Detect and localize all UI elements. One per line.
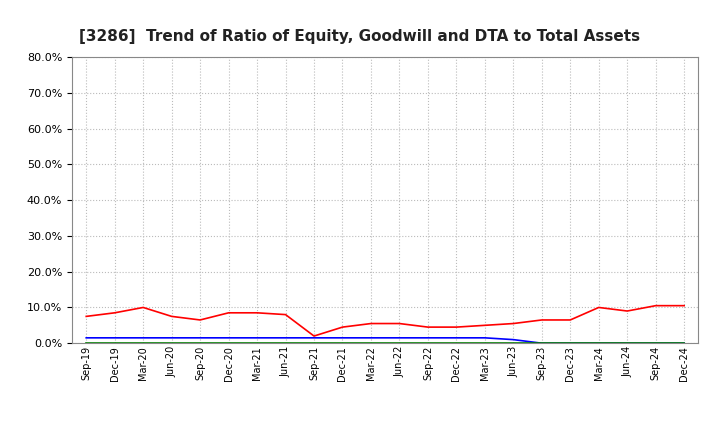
Equity <box>566 317 575 323</box>
Equity <box>139 305 148 310</box>
Deferred Tax Assets <box>623 341 631 346</box>
Deferred Tax Assets <box>310 341 318 346</box>
Equity <box>395 321 404 326</box>
Equity <box>167 314 176 319</box>
Line: Goodwill: Goodwill <box>86 338 684 343</box>
Text: [3286]  Trend of Ratio of Equity, Goodwill and DTA to Total Assets: [3286] Trend of Ratio of Equity, Goodwil… <box>79 29 641 44</box>
Equity <box>310 334 318 339</box>
Goodwill <box>680 341 688 346</box>
Deferred Tax Assets <box>225 341 233 346</box>
Deferred Tax Assets <box>282 341 290 346</box>
Equity <box>509 321 518 326</box>
Goodwill <box>595 341 603 346</box>
Equity <box>480 323 489 328</box>
Goodwill <box>310 335 318 341</box>
Equity <box>366 321 375 326</box>
Deferred Tax Assets <box>423 341 432 346</box>
Deferred Tax Assets <box>652 341 660 346</box>
Goodwill <box>395 335 404 341</box>
Deferred Tax Assets <box>366 341 375 346</box>
Goodwill <box>253 335 261 341</box>
Goodwill <box>566 341 575 346</box>
Deferred Tax Assets <box>167 341 176 346</box>
Equity <box>338 324 347 330</box>
Equity <box>423 324 432 330</box>
Deferred Tax Assets <box>338 341 347 346</box>
Equity <box>110 310 119 315</box>
Equity <box>623 308 631 314</box>
Deferred Tax Assets <box>139 341 148 346</box>
Deferred Tax Assets <box>595 341 603 346</box>
Goodwill <box>110 335 119 341</box>
Goodwill <box>282 335 290 341</box>
Goodwill <box>452 335 461 341</box>
Goodwill <box>423 335 432 341</box>
Deferred Tax Assets <box>509 341 518 346</box>
Goodwill <box>338 335 347 341</box>
Line: Equity: Equity <box>86 306 684 336</box>
Goodwill <box>82 335 91 341</box>
Deferred Tax Assets <box>395 341 404 346</box>
Equity <box>680 303 688 308</box>
Deferred Tax Assets <box>452 341 461 346</box>
Deferred Tax Assets <box>253 341 261 346</box>
Equity <box>452 324 461 330</box>
Equity <box>82 314 91 319</box>
Equity <box>652 303 660 308</box>
Deferred Tax Assets <box>480 341 489 346</box>
Goodwill <box>509 337 518 342</box>
Deferred Tax Assets <box>537 341 546 346</box>
Deferred Tax Assets <box>680 341 688 346</box>
Goodwill <box>537 341 546 346</box>
Goodwill <box>167 335 176 341</box>
Goodwill <box>196 335 204 341</box>
Goodwill <box>652 341 660 346</box>
Goodwill <box>139 335 148 341</box>
Equity <box>282 312 290 317</box>
Goodwill <box>225 335 233 341</box>
Equity <box>595 305 603 310</box>
Equity <box>537 317 546 323</box>
Goodwill <box>623 341 631 346</box>
Equity <box>253 310 261 315</box>
Deferred Tax Assets <box>82 341 91 346</box>
Equity <box>225 310 233 315</box>
Equity <box>196 317 204 323</box>
Deferred Tax Assets <box>566 341 575 346</box>
Deferred Tax Assets <box>110 341 119 346</box>
Goodwill <box>366 335 375 341</box>
Deferred Tax Assets <box>196 341 204 346</box>
Goodwill <box>480 335 489 341</box>
